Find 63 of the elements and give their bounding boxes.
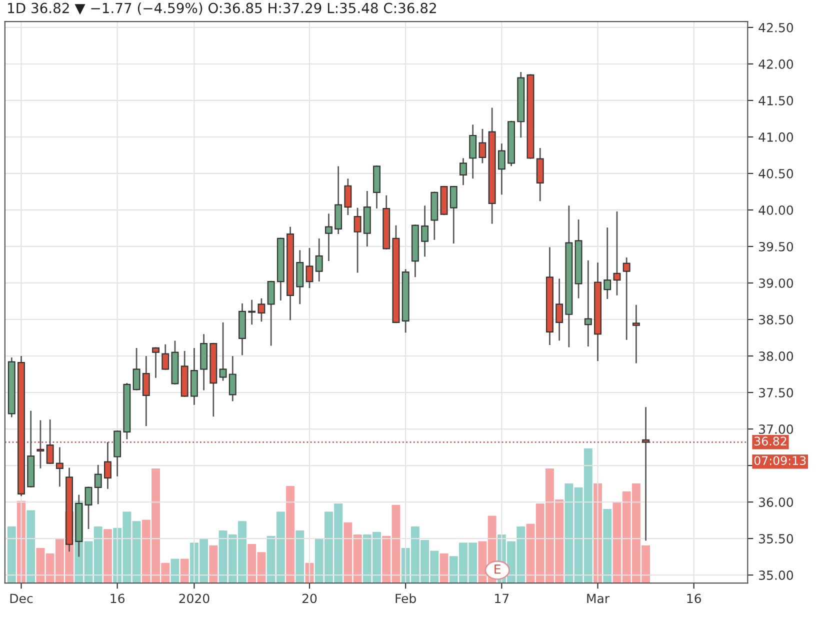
y-tick-label: 40.00 <box>758 205 794 215</box>
candlestick <box>152 347 160 378</box>
bar <box>603 508 612 584</box>
candlestick <box>344 178 352 216</box>
candlestick <box>498 144 506 195</box>
x-tick-label: 2020 <box>179 594 210 604</box>
bar <box>26 510 36 584</box>
y-tick-label: 39.50 <box>759 242 794 252</box>
x-tick-label: Dec <box>10 594 33 604</box>
ref-line-label: 36.82 <box>754 436 786 446</box>
y-tick-label: 40.50 <box>758 168 794 178</box>
x-tick-label: 16 <box>110 594 124 604</box>
candlestick <box>556 278 564 341</box>
bar <box>286 486 295 584</box>
candlestick <box>142 356 150 426</box>
candlestick <box>219 322 227 381</box>
chart-title: 1D 36.82 ▼ −1.77 (−4.59%) O:36.85 H:37.29 L:35.48 C:36.82 <box>8 2 436 15</box>
y-tick-label: 38.50 <box>759 314 794 324</box>
candlestick <box>324 214 332 262</box>
bar <box>103 529 112 584</box>
candlestick <box>354 208 362 273</box>
y-tick-label: 38.00 <box>759 351 794 361</box>
y-tick-label: 39.00 <box>759 278 794 288</box>
candlestick <box>584 260 592 346</box>
x-tick-label: 17 <box>495 594 509 603</box>
y-tick-label: 37.00 <box>759 424 794 434</box>
candlestick <box>450 186 458 244</box>
y-tick-label: 42.00 <box>758 59 794 69</box>
y-tick-label: 35.00 <box>759 570 794 580</box>
candlestick <box>315 238 323 282</box>
candlestick <box>132 348 140 390</box>
candlestick <box>622 257 630 340</box>
y-tick-label: 41.50 <box>758 96 794 106</box>
y-tick-label: 41.00 <box>758 132 794 142</box>
bar <box>180 558 189 584</box>
candlestick <box>267 280 275 346</box>
x-tick-label: Mar <box>587 594 610 604</box>
candlestick <box>632 304 640 364</box>
x-tick-label: 20 <box>302 594 317 604</box>
y-tick-label: 36.00 <box>759 497 794 507</box>
candlestick <box>469 124 477 179</box>
y-tick-label: 35.50 <box>759 534 794 544</box>
bar <box>209 545 218 584</box>
candlestick <box>604 228 612 300</box>
text: 07:09:13 <box>754 456 806 466</box>
bar <box>7 526 16 584</box>
bar <box>296 530 304 584</box>
candlestick <box>258 298 266 322</box>
candlestick <box>84 486 92 529</box>
y-tick-label: 42.50 <box>758 22 794 32</box>
candlestick <box>478 128 486 164</box>
candlestick <box>306 248 314 288</box>
x-tick-label: 16 <box>687 594 702 604</box>
candlestick <box>94 464 102 504</box>
annotation: E <box>494 564 500 574</box>
candlestick <box>421 206 429 257</box>
y-tick-label: 37.50 <box>759 388 794 398</box>
candlestick <box>56 447 64 487</box>
x-tick-label: Feb <box>396 593 416 604</box>
candlestick <box>228 356 236 402</box>
candlestick <box>460 158 467 186</box>
candlestick <box>162 344 170 370</box>
candlestick <box>613 211 621 296</box>
